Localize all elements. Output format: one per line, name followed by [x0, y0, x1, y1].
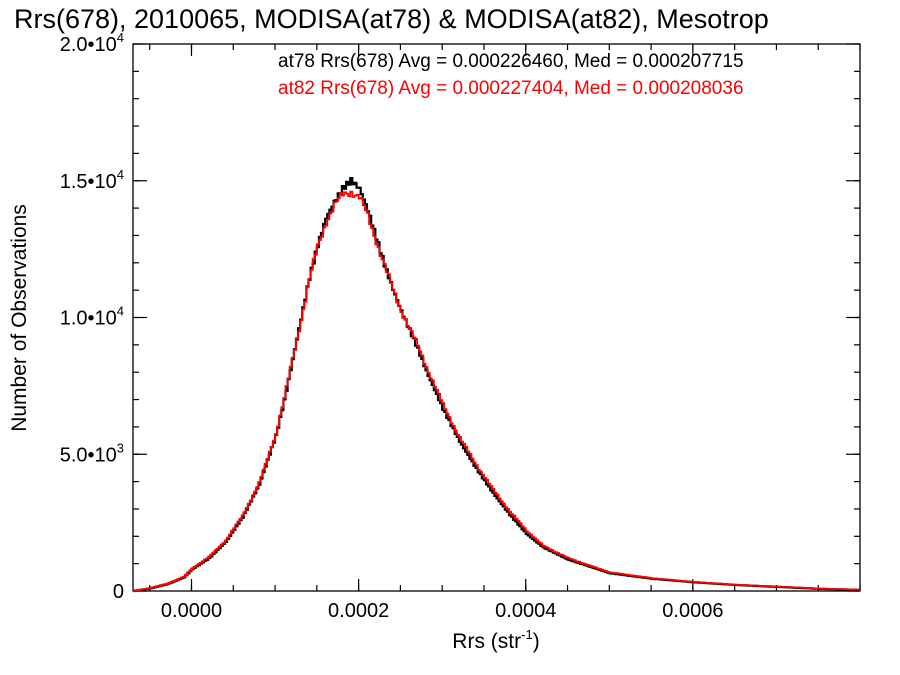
- x-tick-label: 0.0004: [495, 600, 556, 622]
- x-tick-labels: 0.0000 0.0002 0.0004 0.0006: [161, 600, 724, 622]
- y-tick-label-exponent: 4: [117, 304, 124, 319]
- x-axis-label-main: Rrs (str: [452, 630, 521, 653]
- y-tick-label: 1.5•104: [60, 167, 124, 193]
- x-axis-label: Rrs (str-1): [452, 627, 539, 653]
- axis-ticks: [133, 43, 861, 592]
- y-tick-label-mantissa: 2.0•10: [60, 34, 117, 56]
- y-tick-label: 0: [113, 581, 124, 603]
- y-tick-label-mantissa: 1.0•10: [60, 308, 117, 330]
- y-tick-label-mantissa: 5.0•10: [60, 444, 117, 466]
- x-tick-label: 0.0002: [328, 600, 389, 622]
- x-tick-label: 0.0006: [662, 600, 723, 622]
- y-tick-label-exponent: 4: [117, 30, 124, 45]
- y-tick-label-exponent: 4: [117, 167, 124, 182]
- y-tick-label: 1.0•104: [60, 304, 124, 330]
- series-lines: [133, 177, 862, 593]
- y-tick-label: 2.0•104: [60, 30, 124, 56]
- y-tick-label-mantissa: 0: [113, 581, 124, 603]
- y-tick-label-exponent: 3: [117, 440, 124, 455]
- plot-frame: [132, 43, 861, 592]
- x-tick-label: 0.0000: [161, 600, 222, 622]
- y-tick-label: 5.0•103: [60, 440, 124, 466]
- chart-title: Rrs(678), 2010065, MODISA(at78) & MODISA…: [14, 4, 769, 34]
- plot-area: 0.0000 0.0002 0.0004 0.0006 05.0•1031.0•104…: [60, 30, 862, 622]
- y-tick-label-mantissa: 1.5•10: [60, 171, 117, 193]
- legend: at78 Rrs(678) Avg = 0.000226460, Med = 0…: [278, 51, 744, 99]
- legend-entry-at78: at78 Rrs(678) Avg = 0.000226460, Med = 0…: [278, 51, 744, 72]
- x-axis-label-exponent: -1: [521, 627, 533, 642]
- x-axis-label-close: ): [533, 630, 540, 653]
- series-line-at82: [133, 190, 861, 592]
- series-line-at78: [133, 177, 862, 593]
- legend-entry-at82: at82 Rrs(678) Avg = 0.000227404, Med = 0…: [278, 78, 744, 99]
- y-axis-label: Number of Observations: [8, 204, 31, 432]
